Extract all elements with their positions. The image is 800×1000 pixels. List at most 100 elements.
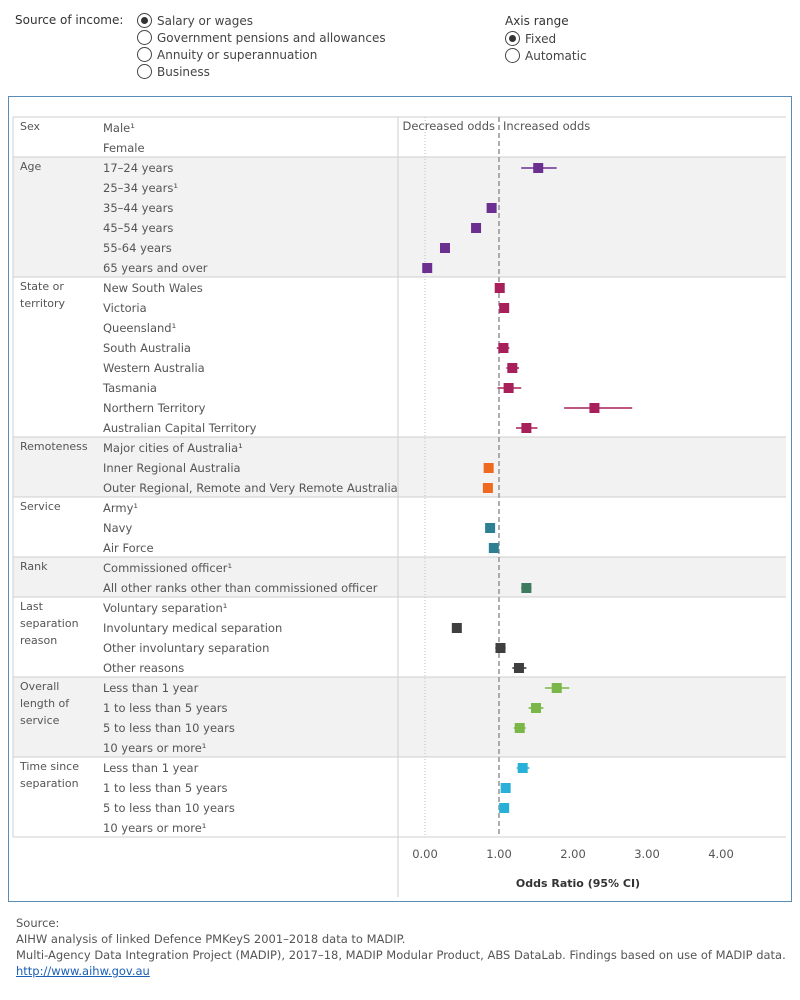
row-label: Less than 1 year xyxy=(103,761,199,775)
income-option-annuity[interactable]: Annuity or superannuation xyxy=(137,46,317,63)
odds-ratio-marker xyxy=(499,303,510,313)
income-option-business[interactable]: Business xyxy=(137,63,210,80)
odds-ratio-marker xyxy=(514,723,525,733)
increased-odds-label: Increased odds xyxy=(503,119,590,133)
row-label: Involuntary medical separation xyxy=(103,621,282,635)
chart-frame xyxy=(8,96,792,902)
source-line: AIHW analysis of linked Defence PMKeyS 2… xyxy=(16,932,406,946)
axis-option-label: Fixed xyxy=(525,31,557,46)
row-label: All other ranks other than commissioned … xyxy=(103,581,378,595)
radio-selected-icon xyxy=(137,13,152,28)
group-label: Last xyxy=(20,600,44,613)
group-label: territory xyxy=(20,297,66,310)
axis-option-fixed[interactable]: Fixed xyxy=(505,30,556,47)
row-label: 55-64 years xyxy=(103,241,172,255)
income-control-title: Source of income: xyxy=(15,13,124,27)
row-label: Inner Regional Australia xyxy=(103,461,241,475)
radio-selected-icon xyxy=(505,31,520,46)
group-label: State or xyxy=(20,280,64,293)
row-label: Female xyxy=(103,141,145,155)
row-label: Voluntary separation¹ xyxy=(103,601,227,615)
odds-ratio-marker xyxy=(533,163,544,173)
radio-unselected-icon xyxy=(505,48,520,63)
odds-ratio-marker xyxy=(482,483,493,493)
group-shade xyxy=(13,677,786,757)
row-label: 1 to less than 5 years xyxy=(103,781,228,795)
group-label: Remoteness xyxy=(20,440,88,453)
radio-unselected-icon xyxy=(137,64,152,79)
row-label: Air Force xyxy=(103,541,154,555)
row-label: Tasmania xyxy=(102,381,157,395)
odds-ratio-marker xyxy=(486,203,497,213)
row-label: 1 to less than 5 years xyxy=(103,701,228,715)
x-tick-label: 1.00 xyxy=(486,847,512,861)
odds-ratio-marker xyxy=(422,263,433,273)
x-axis-label: Odds Ratio (95% CI) xyxy=(516,877,640,890)
odds-ratio-marker xyxy=(521,583,532,593)
odds-ratio-marker xyxy=(503,383,514,393)
row-label: Army¹ xyxy=(103,501,138,515)
group-shade xyxy=(13,157,786,277)
income-option-label: Business xyxy=(157,64,210,79)
row-label: Northern Territory xyxy=(103,401,206,415)
row-label: Australian Capital Territory xyxy=(103,421,257,435)
axis-option-label: Automatic xyxy=(525,48,587,63)
income-option-label: Government pensions and allowances xyxy=(157,30,386,45)
row-label: 17–24 years xyxy=(103,161,173,175)
row-label: Less than 1 year xyxy=(103,681,199,695)
odds-ratio-marker xyxy=(499,803,510,813)
radio-unselected-icon xyxy=(137,47,152,62)
odds-ratio-marker xyxy=(507,363,518,373)
x-tick-label: 2.00 xyxy=(560,847,586,861)
row-label: Outer Regional, Remote and Very Remote A… xyxy=(103,481,398,495)
income-option-salary[interactable]: Salary or wages xyxy=(137,12,253,29)
odds-ratio-marker xyxy=(471,223,482,233)
group-label: reason xyxy=(20,634,57,647)
group-label: Rank xyxy=(20,560,48,573)
row-label: Other involuntary separation xyxy=(103,641,269,655)
row-label: 65 years and over xyxy=(103,261,208,275)
odds-ratio-marker xyxy=(500,783,511,793)
row-label: Victoria xyxy=(103,301,147,315)
row-label: 45–54 years xyxy=(103,221,173,235)
row-label: Male¹ xyxy=(103,121,135,135)
group-shade xyxy=(13,437,786,497)
row-label: 10 years or more¹ xyxy=(103,741,206,755)
group-label: Time since xyxy=(19,760,79,773)
group-label: Service xyxy=(20,500,61,513)
income-option-label: Annuity or superannuation xyxy=(157,47,318,62)
axis-range-title: Axis range xyxy=(505,14,569,28)
group-label: separation xyxy=(20,777,79,790)
forest-plot: Decreased odds Increased odds Sex Male¹ Fema… xyxy=(12,116,786,897)
row-label: Commissioned officer¹ xyxy=(103,561,232,575)
row-label: Major cities of Australia¹ xyxy=(103,441,243,455)
odds-ratio-marker xyxy=(531,703,541,713)
odds-ratio-marker xyxy=(495,643,506,653)
source-block: Source: AIHW analysis of linked Defence … xyxy=(16,915,786,979)
group-label: Overall xyxy=(20,680,59,693)
row-label: Queensland¹ xyxy=(103,321,176,335)
odds-ratio-marker xyxy=(485,523,496,533)
group-label: Age xyxy=(20,160,42,173)
row-label: Other reasons xyxy=(103,661,184,675)
group-label: length of xyxy=(20,697,70,710)
income-option-label: Salary or wages xyxy=(157,13,254,28)
row-label: 35–44 years xyxy=(103,201,173,215)
axis-option-automatic[interactable]: Automatic xyxy=(505,47,587,64)
x-tick-label: 4.00 xyxy=(708,847,734,861)
source-title: Source: xyxy=(16,916,60,930)
row-label: South Australia xyxy=(103,341,191,355)
x-tick-label: 0.00 xyxy=(412,847,438,861)
x-tick-label: 3.00 xyxy=(634,847,660,861)
row-label: Western Australia xyxy=(103,361,205,375)
row-label: 10 years or more¹ xyxy=(103,821,206,835)
radio-unselected-icon xyxy=(137,30,152,45)
row-label: 5 to less than 10 years xyxy=(103,801,235,815)
row-label: New South Wales xyxy=(103,281,203,295)
odds-ratio-marker xyxy=(488,543,499,553)
group-label: service xyxy=(20,714,60,727)
odds-ratio-marker xyxy=(498,343,509,353)
source-link[interactable]: http://www.aihw.gov.au xyxy=(16,964,150,978)
odds-ratio-marker xyxy=(439,243,450,253)
income-option-pensions[interactable]: Government pensions and allowances xyxy=(137,29,386,46)
